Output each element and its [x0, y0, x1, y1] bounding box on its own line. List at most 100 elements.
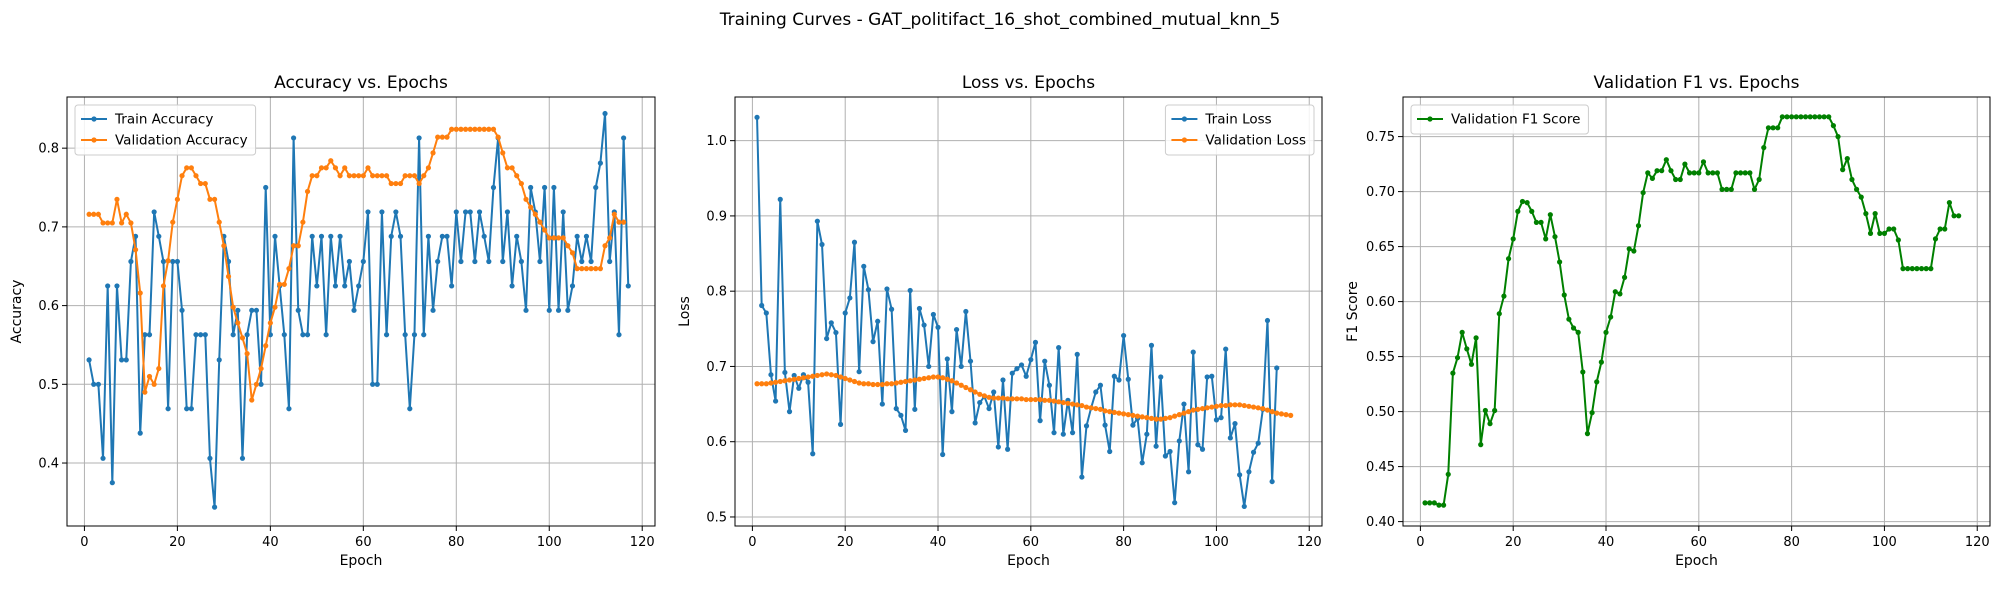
data-point — [773, 398, 779, 404]
data-point — [151, 381, 157, 387]
data-point — [374, 381, 380, 387]
data-point — [1909, 266, 1915, 272]
data-point — [383, 332, 390, 338]
data-point — [828, 372, 834, 378]
data-point — [1209, 373, 1215, 379]
data-point — [1060, 431, 1066, 437]
data-point — [898, 412, 904, 418]
data-point — [1696, 170, 1702, 176]
data-point — [1148, 342, 1155, 348]
data-point — [1580, 369, 1586, 375]
data-point — [332, 165, 339, 171]
data-point — [300, 219, 306, 225]
data-point — [1162, 415, 1168, 421]
x-tick-label: 40 — [1598, 535, 1615, 550]
data-point — [430, 307, 436, 313]
data-point — [1093, 405, 1099, 412]
data-point — [239, 335, 246, 341]
data-point — [253, 307, 260, 313]
data-point — [759, 381, 765, 387]
data-point — [1056, 345, 1062, 351]
data-point — [356, 283, 362, 289]
data-point — [1900, 266, 1906, 272]
data-point — [1881, 230, 1888, 236]
data-point — [902, 427, 909, 434]
y-tick-label: 0.6 — [706, 435, 727, 450]
data-point — [763, 310, 769, 316]
data-point — [1037, 396, 1043, 403]
data-point — [1603, 329, 1609, 335]
data-point — [1608, 314, 1614, 320]
data-point — [449, 126, 455, 132]
legend-label: Validation Accuracy — [115, 133, 248, 149]
data-point — [323, 165, 329, 171]
data-point — [796, 375, 802, 382]
data-point — [286, 406, 292, 412]
legend: Validation F1 Score — [1410, 104, 1589, 135]
data-point — [239, 455, 246, 461]
data-point — [814, 218, 820, 224]
data-point — [402, 173, 408, 179]
data-point — [318, 165, 325, 171]
data-point — [1589, 410, 1595, 416]
data-point — [393, 180, 399, 187]
x-tick-label: 20 — [1505, 535, 1522, 550]
data-point — [253, 381, 260, 387]
data-point — [188, 165, 194, 171]
data-point — [1181, 410, 1187, 416]
data-point — [277, 281, 283, 287]
data-point — [1631, 248, 1637, 254]
data-point — [805, 379, 811, 385]
data-point — [800, 375, 807, 381]
data-point — [1436, 502, 1442, 508]
data-point — [1937, 226, 1943, 232]
data-point — [805, 374, 811, 380]
x-tick-label: 100 — [537, 535, 562, 550]
data-point — [786, 377, 793, 383]
data-point — [1826, 114, 1832, 120]
data-point — [263, 343, 269, 349]
data-point — [170, 219, 176, 225]
data-point — [842, 310, 848, 316]
data-point — [146, 373, 153, 380]
data-point — [907, 287, 913, 294]
data-point — [365, 165, 371, 171]
x-tick-label: 0 — [1416, 535, 1424, 550]
data-point — [360, 258, 366, 265]
data-point — [351, 307, 357, 313]
y-tick-label: 0.40 — [1366, 515, 1395, 530]
data-point — [1779, 114, 1785, 120]
data-point — [435, 258, 441, 265]
data-point — [490, 184, 497, 191]
data-point — [1218, 402, 1224, 409]
data-point — [1422, 500, 1428, 506]
data-point — [304, 332, 311, 338]
data-point — [616, 219, 622, 225]
data-point — [95, 211, 101, 217]
data-point — [1942, 226, 1948, 232]
data-point — [500, 258, 506, 265]
data-point — [1172, 500, 1178, 506]
data-point — [1204, 405, 1210, 411]
data-point — [532, 211, 538, 217]
data-point — [1905, 266, 1911, 272]
data-point — [963, 384, 969, 391]
data-point — [1858, 194, 1864, 200]
x-tick-label: 0 — [748, 535, 756, 550]
data-point — [782, 369, 788, 376]
data-point — [1765, 125, 1772, 131]
data-point — [397, 233, 404, 239]
data-point — [1000, 377, 1006, 383]
data-point — [1621, 274, 1628, 280]
data-point — [912, 406, 918, 412]
data-point — [542, 227, 548, 233]
data-point — [425, 165, 431, 171]
data-point — [1441, 502, 1447, 508]
data-point — [935, 374, 941, 380]
data-point — [551, 235, 557, 241]
data-point — [991, 389, 997, 395]
data-point — [986, 394, 992, 400]
panel-title: Validation F1 vs. Epochs — [1594, 73, 1800, 93]
x-axis-label: Epoch — [1675, 553, 1718, 569]
data-point — [1176, 438, 1182, 444]
